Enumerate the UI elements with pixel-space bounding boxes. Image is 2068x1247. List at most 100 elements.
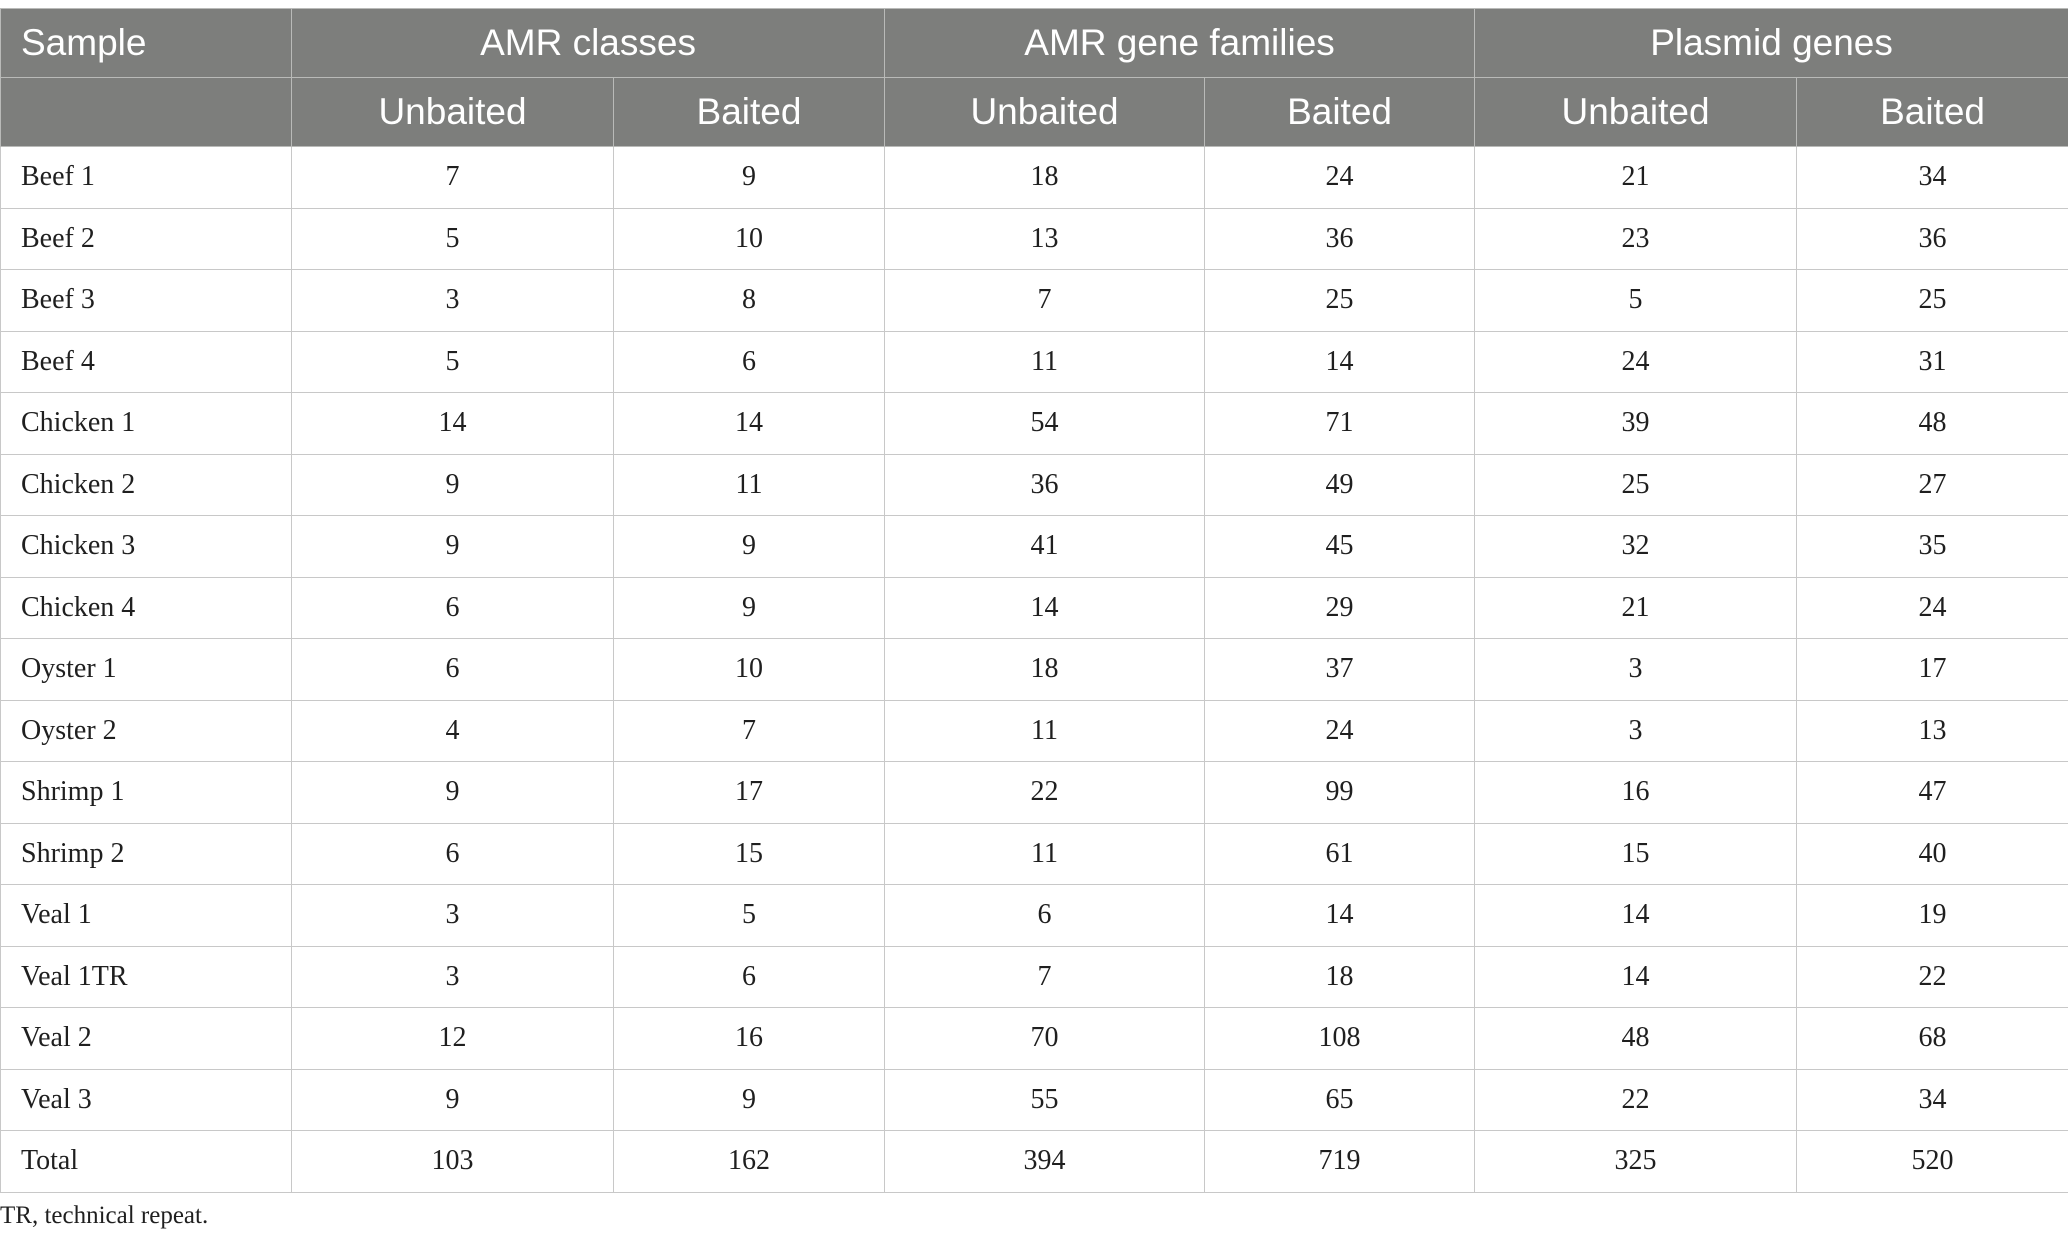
value-cell: 39 [1474, 392, 1798, 455]
value-cell: 6 [612, 330, 886, 393]
value-cell: 9 [291, 1068, 614, 1131]
value-cell: 6 [884, 884, 1206, 947]
value-cell: 99 [1204, 761, 1476, 824]
value-cell: 22 [884, 761, 1206, 824]
sample-name-cell: Beef 3 [0, 269, 292, 332]
subheader-unbaited: Unbaited [1474, 77, 1798, 147]
value-cell: 11 [884, 699, 1206, 762]
sample-name-cell: Beef 1 [0, 146, 292, 209]
value-cell: 49 [1204, 453, 1476, 516]
header-sample-blank [0, 77, 292, 147]
value-cell: 3 [291, 945, 614, 1008]
table-row: Chicken 3 9 9 41 45 32 35 [0, 515, 2068, 578]
value-cell: 41 [884, 515, 1206, 578]
value-cell: 8 [612, 269, 886, 332]
value-cell: 12 [291, 1007, 614, 1070]
value-cell: 9 [612, 576, 886, 639]
header-subheader-row: Unbaited Baited Unbaited Baited Unbaited… [0, 77, 2068, 147]
value-cell: 14 [291, 392, 614, 455]
value-cell: 15 [612, 822, 886, 885]
value-cell: 25 [1474, 453, 1798, 516]
value-cell: 3 [1474, 638, 1798, 701]
value-cell: 11 [884, 822, 1206, 885]
sample-name-cell: Chicken 4 [0, 576, 292, 639]
header-sample: Sample [0, 8, 292, 78]
value-cell: 31 [1796, 330, 2068, 393]
value-cell: 6 [291, 638, 614, 701]
sample-name-cell: Chicken 3 [0, 515, 292, 578]
value-cell: 24 [1796, 576, 2068, 639]
sample-name-cell: Beef 2 [0, 207, 292, 270]
value-cell: 13 [1796, 699, 2068, 762]
value-cell: 21 [1474, 146, 1798, 209]
value-cell: 54 [884, 392, 1206, 455]
value-cell: 162 [612, 1130, 886, 1193]
value-cell: 5 [291, 207, 614, 270]
sample-name-cell: Shrimp 2 [0, 822, 292, 885]
table-row: Shrimp 2 6 15 11 61 15 40 [0, 822, 2068, 885]
subheader-unbaited: Unbaited [884, 77, 1206, 147]
value-cell: 45 [1204, 515, 1476, 578]
sample-name-cell: Beef 4 [0, 330, 292, 393]
table-row: Oyster 1 6 10 18 37 3 17 [0, 638, 2068, 701]
value-cell: 3 [1474, 699, 1798, 762]
value-cell: 9 [612, 515, 886, 578]
value-cell: 14 [1204, 884, 1476, 947]
value-cell: 68 [1796, 1007, 2068, 1070]
value-cell: 32 [1474, 515, 1798, 578]
value-cell: 520 [1796, 1130, 2068, 1193]
amr-results-table: Sample AMR classes AMR gene families Pla… [0, 8, 2068, 1193]
value-cell: 9 [291, 453, 614, 516]
value-cell: 22 [1796, 945, 2068, 1008]
value-cell: 23 [1474, 207, 1798, 270]
value-cell: 14 [1204, 330, 1476, 393]
sample-name-cell: Chicken 2 [0, 453, 292, 516]
header-group-amr-gene-families: AMR gene families [884, 8, 1476, 78]
data-table-container: Sample AMR classes AMR gene families Pla… [0, 8, 2068, 1193]
value-cell: 34 [1796, 1068, 2068, 1131]
value-cell: 24 [1204, 699, 1476, 762]
value-cell: 55 [884, 1068, 1206, 1131]
table-row: Veal 1TR 3 6 7 18 14 22 [0, 945, 2068, 1008]
subheader-baited: Baited [1796, 77, 2068, 147]
value-cell: 40 [1796, 822, 2068, 885]
table-row: Veal 3 9 9 55 65 22 34 [0, 1068, 2068, 1131]
value-cell: 7 [291, 146, 614, 209]
value-cell: 25 [1204, 269, 1476, 332]
subheader-baited: Baited [1204, 77, 1476, 147]
value-cell: 9 [612, 1068, 886, 1131]
table-row: Beef 1 7 9 18 24 21 34 [0, 146, 2068, 209]
value-cell: 7 [884, 945, 1206, 1008]
table-row: Veal 1 3 5 6 14 14 19 [0, 884, 2068, 947]
table-row: Veal 2 12 16 70 108 48 68 [0, 1007, 2068, 1070]
value-cell: 17 [1796, 638, 2068, 701]
sample-name-cell: Veal 1 [0, 884, 292, 947]
table-row: Beef 4 5 6 11 14 24 31 [0, 330, 2068, 393]
table-row: Beef 2 5 10 13 36 23 36 [0, 207, 2068, 270]
sample-name-cell: Total [0, 1130, 292, 1193]
value-cell: 108 [1204, 1007, 1476, 1070]
value-cell: 14 [1474, 884, 1798, 947]
sample-name-cell: Veal 3 [0, 1068, 292, 1131]
value-cell: 37 [1204, 638, 1476, 701]
value-cell: 10 [612, 207, 886, 270]
sample-name-cell: Oyster 1 [0, 638, 292, 701]
value-cell: 29 [1204, 576, 1476, 639]
value-cell: 18 [1204, 945, 1476, 1008]
table-row: Oyster 2 4 7 11 24 3 13 [0, 699, 2068, 762]
value-cell: 6 [291, 576, 614, 639]
value-cell: 18 [884, 146, 1206, 209]
value-cell: 9 [291, 761, 614, 824]
value-cell: 36 [884, 453, 1206, 516]
value-cell: 34 [1796, 146, 2068, 209]
header-group-amr-classes: AMR classes [290, 8, 886, 78]
value-cell: 16 [1474, 761, 1798, 824]
value-cell: 11 [884, 330, 1206, 393]
value-cell: 394 [884, 1130, 1206, 1193]
subheader-unbaited: Unbaited [291, 77, 614, 147]
value-cell: 103 [291, 1130, 614, 1193]
value-cell: 25 [1796, 269, 2068, 332]
table-row: Beef 3 3 8 7 25 5 25 [0, 269, 2068, 332]
header-group-row: Sample AMR classes AMR gene families Pla… [0, 8, 2068, 78]
